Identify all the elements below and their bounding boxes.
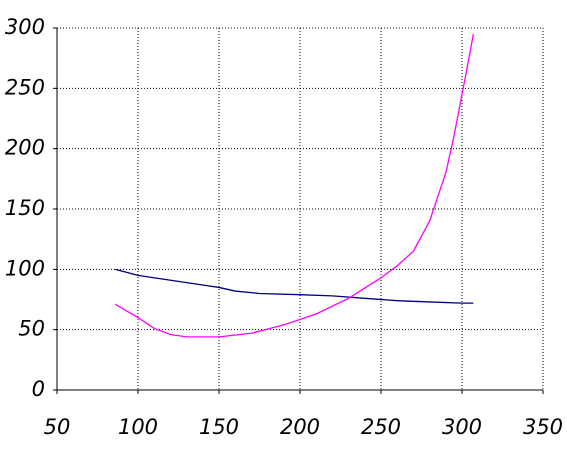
- y-tick-label: 0: [32, 377, 45, 401]
- x-tick-label: 100: [118, 415, 158, 439]
- x-tick-label: 350: [523, 415, 563, 439]
- y-tick-label: 50: [18, 317, 45, 341]
- series-line: [114, 33, 474, 338]
- series-line: [115, 268, 474, 304]
- y-tick-label: 300: [5, 15, 45, 39]
- x-tick-label: 200: [280, 415, 320, 439]
- x-tick-label: 300: [442, 415, 482, 439]
- y-tick-label: 200: [5, 136, 45, 160]
- x-tick-label: 150: [199, 415, 239, 439]
- x-tick-label: 250: [361, 415, 401, 439]
- y-tick-label: 150: [5, 196, 45, 220]
- x-tick-label: 50: [44, 415, 71, 439]
- y-tick-label: 100: [5, 256, 45, 280]
- y-tick-label: 250: [5, 75, 45, 99]
